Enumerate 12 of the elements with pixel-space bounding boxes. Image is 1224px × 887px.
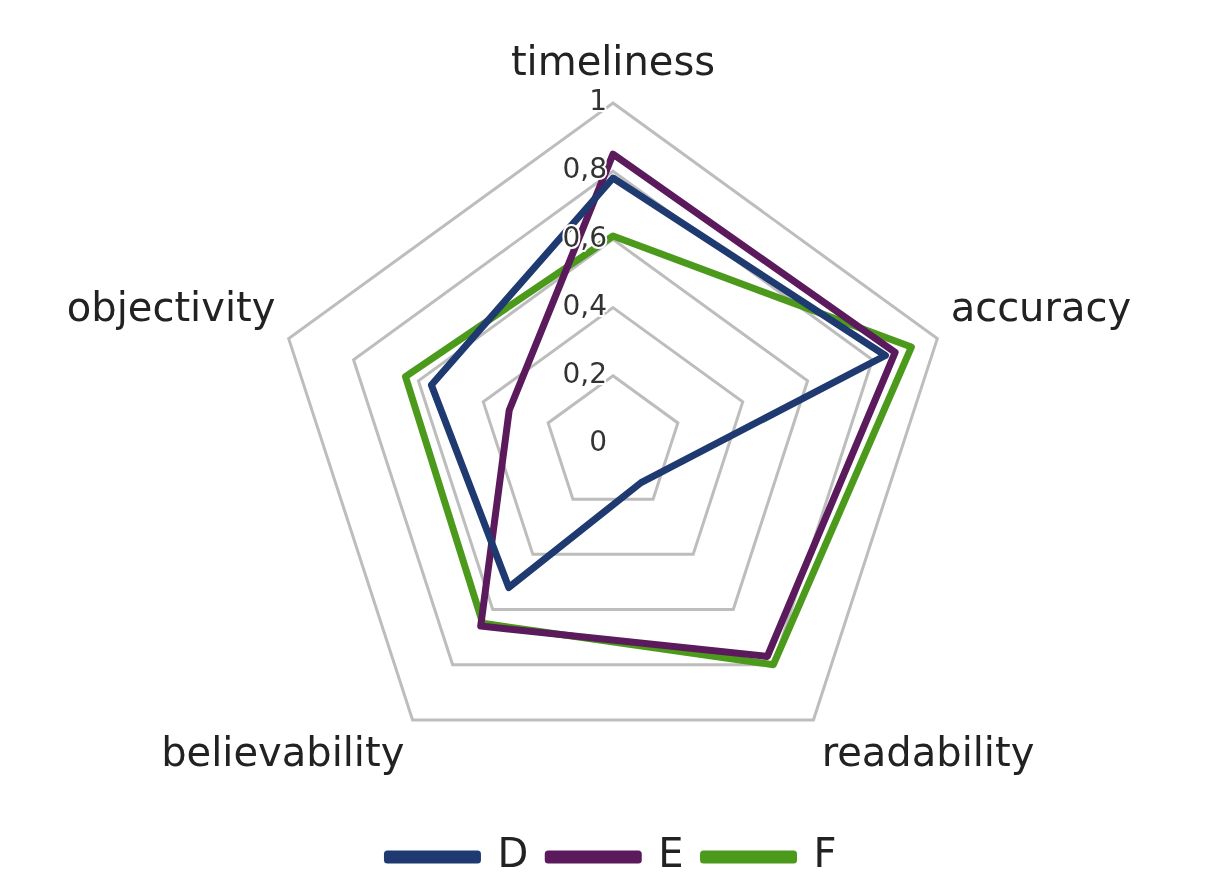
spoke-label: timeliness	[510, 38, 716, 85]
y-tick-label: 1	[589, 84, 607, 118]
y-tick-label: 0,4	[562, 288, 607, 322]
spoke-label: believability	[161, 728, 405, 775]
spoke-label: readability	[821, 728, 1035, 775]
spoke-label: accuracy	[950, 283, 1132, 330]
spoke-label: objectivity	[66, 283, 276, 330]
legend-label: D	[497, 830, 529, 877]
y-tick-label: 0,2	[562, 357, 607, 391]
y-tick-label: 0	[589, 425, 607, 459]
legend-label: E	[658, 830, 684, 877]
legend-label: F	[813, 830, 837, 877]
